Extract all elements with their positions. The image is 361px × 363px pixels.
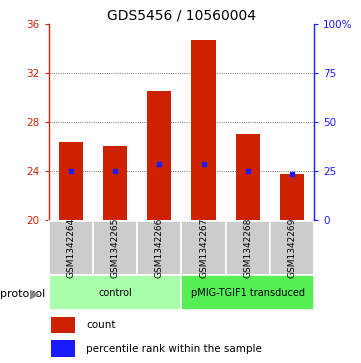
Text: GSM1342269: GSM1342269 (287, 218, 296, 278)
Text: GSM1342264: GSM1342264 (66, 218, 75, 278)
Bar (191, 40, 216, 220)
Bar (270, 221, 314, 275)
Bar (49, 221, 93, 275)
Text: GSM1342267: GSM1342267 (199, 218, 208, 278)
Text: ▶: ▶ (30, 288, 39, 301)
Title: GDS5456 / 10560004: GDS5456 / 10560004 (107, 8, 256, 23)
Text: control: control (98, 287, 132, 298)
Bar (181, 221, 226, 275)
Bar (280, 174, 304, 220)
Bar (236, 134, 260, 220)
Bar (181, 275, 314, 310)
Text: protocol: protocol (0, 289, 45, 299)
Bar (59, 142, 83, 220)
Text: pMIG-TGIF1 transduced: pMIG-TGIF1 transduced (191, 287, 305, 298)
Bar (147, 91, 171, 220)
Bar (51, 340, 75, 357)
Text: count: count (86, 321, 116, 330)
Text: percentile rank within the sample: percentile rank within the sample (86, 344, 262, 354)
Bar (93, 221, 137, 275)
Text: GSM1342268: GSM1342268 (243, 218, 252, 278)
Bar (103, 146, 127, 220)
Bar (49, 275, 181, 310)
Bar (137, 221, 182, 275)
Text: GSM1342265: GSM1342265 (110, 218, 119, 278)
Bar (51, 317, 75, 333)
Bar (226, 221, 270, 275)
Text: GSM1342266: GSM1342266 (155, 218, 164, 278)
